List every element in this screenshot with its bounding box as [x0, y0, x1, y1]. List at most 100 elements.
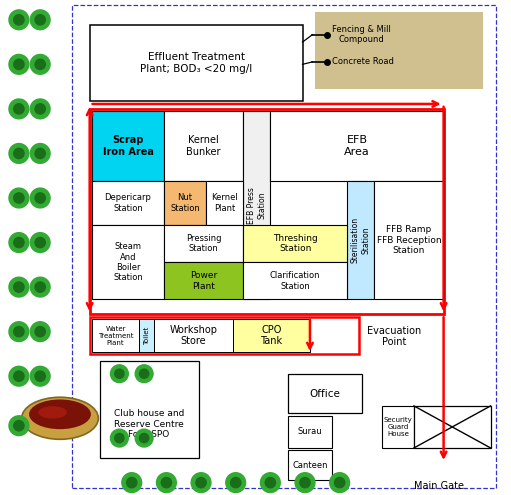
Circle shape — [30, 188, 50, 208]
Circle shape — [14, 15, 24, 25]
Text: Depericarp
Station: Depericarp Station — [105, 193, 151, 213]
Bar — [89, 109, 444, 314]
Circle shape — [156, 473, 176, 493]
Bar — [288, 374, 362, 413]
Circle shape — [295, 473, 315, 493]
Bar — [154, 319, 233, 352]
Bar — [243, 262, 347, 299]
Bar — [73, 5, 496, 488]
Circle shape — [14, 59, 24, 69]
Text: Sterilisation
Station: Sterilisation Station — [351, 217, 370, 263]
Bar — [164, 225, 243, 262]
Circle shape — [9, 277, 29, 297]
Circle shape — [35, 238, 45, 248]
Circle shape — [14, 193, 24, 203]
Bar — [89, 25, 303, 101]
Circle shape — [35, 15, 45, 25]
Circle shape — [135, 365, 153, 383]
Text: Nut
Station: Nut Station — [170, 193, 200, 213]
Bar — [374, 181, 444, 299]
Circle shape — [110, 365, 128, 383]
Bar — [243, 111, 270, 299]
Bar — [92, 181, 164, 225]
Text: Threshing
Station: Threshing Station — [273, 234, 317, 253]
Circle shape — [140, 369, 149, 378]
Circle shape — [300, 478, 310, 488]
Circle shape — [122, 473, 142, 493]
Circle shape — [140, 434, 149, 443]
Circle shape — [30, 99, 50, 119]
Circle shape — [9, 322, 29, 342]
Bar — [243, 225, 347, 262]
Bar — [164, 262, 243, 299]
Circle shape — [35, 282, 45, 292]
Text: Power
Plant: Power Plant — [190, 271, 217, 291]
Circle shape — [30, 10, 50, 30]
Circle shape — [9, 10, 29, 30]
Circle shape — [335, 478, 345, 488]
Circle shape — [115, 434, 124, 443]
Circle shape — [261, 473, 280, 493]
Text: Water
Treatment
Plant: Water Treatment Plant — [98, 326, 133, 346]
Circle shape — [9, 54, 29, 74]
Ellipse shape — [21, 397, 98, 440]
Circle shape — [9, 366, 29, 386]
Text: Workshop
Store: Workshop Store — [170, 325, 218, 346]
Text: EFB Press
Station: EFB Press Station — [247, 187, 266, 224]
Text: Main Gate: Main Gate — [413, 481, 463, 491]
Circle shape — [230, 478, 241, 488]
Text: Concrete Road: Concrete Road — [332, 57, 394, 66]
Bar — [164, 111, 243, 181]
Text: Steam
And
Boiler
Station: Steam And Boiler Station — [113, 242, 143, 283]
Bar — [233, 319, 310, 352]
Circle shape — [14, 371, 24, 381]
Circle shape — [35, 59, 45, 69]
Text: Surau: Surau — [297, 427, 322, 437]
Circle shape — [35, 371, 45, 381]
Text: Effluent Treatment
Plant; BOD₃ <20 mg/l: Effluent Treatment Plant; BOD₃ <20 mg/l — [140, 52, 252, 74]
Bar — [315, 12, 483, 89]
Circle shape — [115, 369, 124, 378]
Circle shape — [30, 54, 50, 74]
Text: Security
Guard
House: Security Guard House — [383, 417, 412, 437]
Text: Office: Office — [309, 389, 340, 398]
Circle shape — [226, 473, 246, 493]
Text: Canteen: Canteen — [292, 461, 328, 470]
Bar — [92, 111, 164, 181]
Text: Pressing
Station: Pressing Station — [186, 234, 221, 253]
Circle shape — [9, 144, 29, 163]
Circle shape — [9, 99, 29, 119]
Bar — [382, 406, 414, 448]
Text: Kernel
Plant: Kernel Plant — [211, 193, 238, 213]
Text: Fencing & Mill
Compound: Fencing & Mill Compound — [332, 25, 391, 45]
Circle shape — [30, 322, 50, 342]
Bar — [288, 416, 332, 448]
Circle shape — [35, 104, 45, 114]
Bar — [89, 317, 359, 354]
Bar — [270, 111, 444, 181]
Circle shape — [330, 473, 350, 493]
Text: Clarification
Station: Clarification Station — [270, 271, 320, 291]
Circle shape — [14, 421, 24, 431]
Circle shape — [110, 429, 128, 447]
Bar — [100, 361, 199, 458]
Circle shape — [14, 238, 24, 248]
Text: Kernel
Bunker: Kernel Bunker — [187, 135, 221, 157]
Circle shape — [9, 188, 29, 208]
Text: Club house and
Reserve Centre
For RSPO: Club house and Reserve Centre For RSPO — [114, 409, 184, 439]
Circle shape — [35, 148, 45, 158]
Circle shape — [9, 416, 29, 436]
Circle shape — [30, 366, 50, 386]
Circle shape — [135, 429, 153, 447]
Text: Scrap
Iron Area: Scrap Iron Area — [103, 135, 153, 157]
Bar — [164, 181, 206, 225]
Bar — [92, 225, 164, 299]
Text: FFB Ramp
FFB Reception
Station: FFB Ramp FFB Reception Station — [377, 225, 442, 255]
Ellipse shape — [38, 406, 67, 418]
Circle shape — [14, 327, 24, 337]
Circle shape — [14, 148, 24, 158]
Circle shape — [161, 478, 172, 488]
Ellipse shape — [29, 399, 91, 429]
Bar — [139, 319, 154, 352]
Circle shape — [30, 277, 50, 297]
